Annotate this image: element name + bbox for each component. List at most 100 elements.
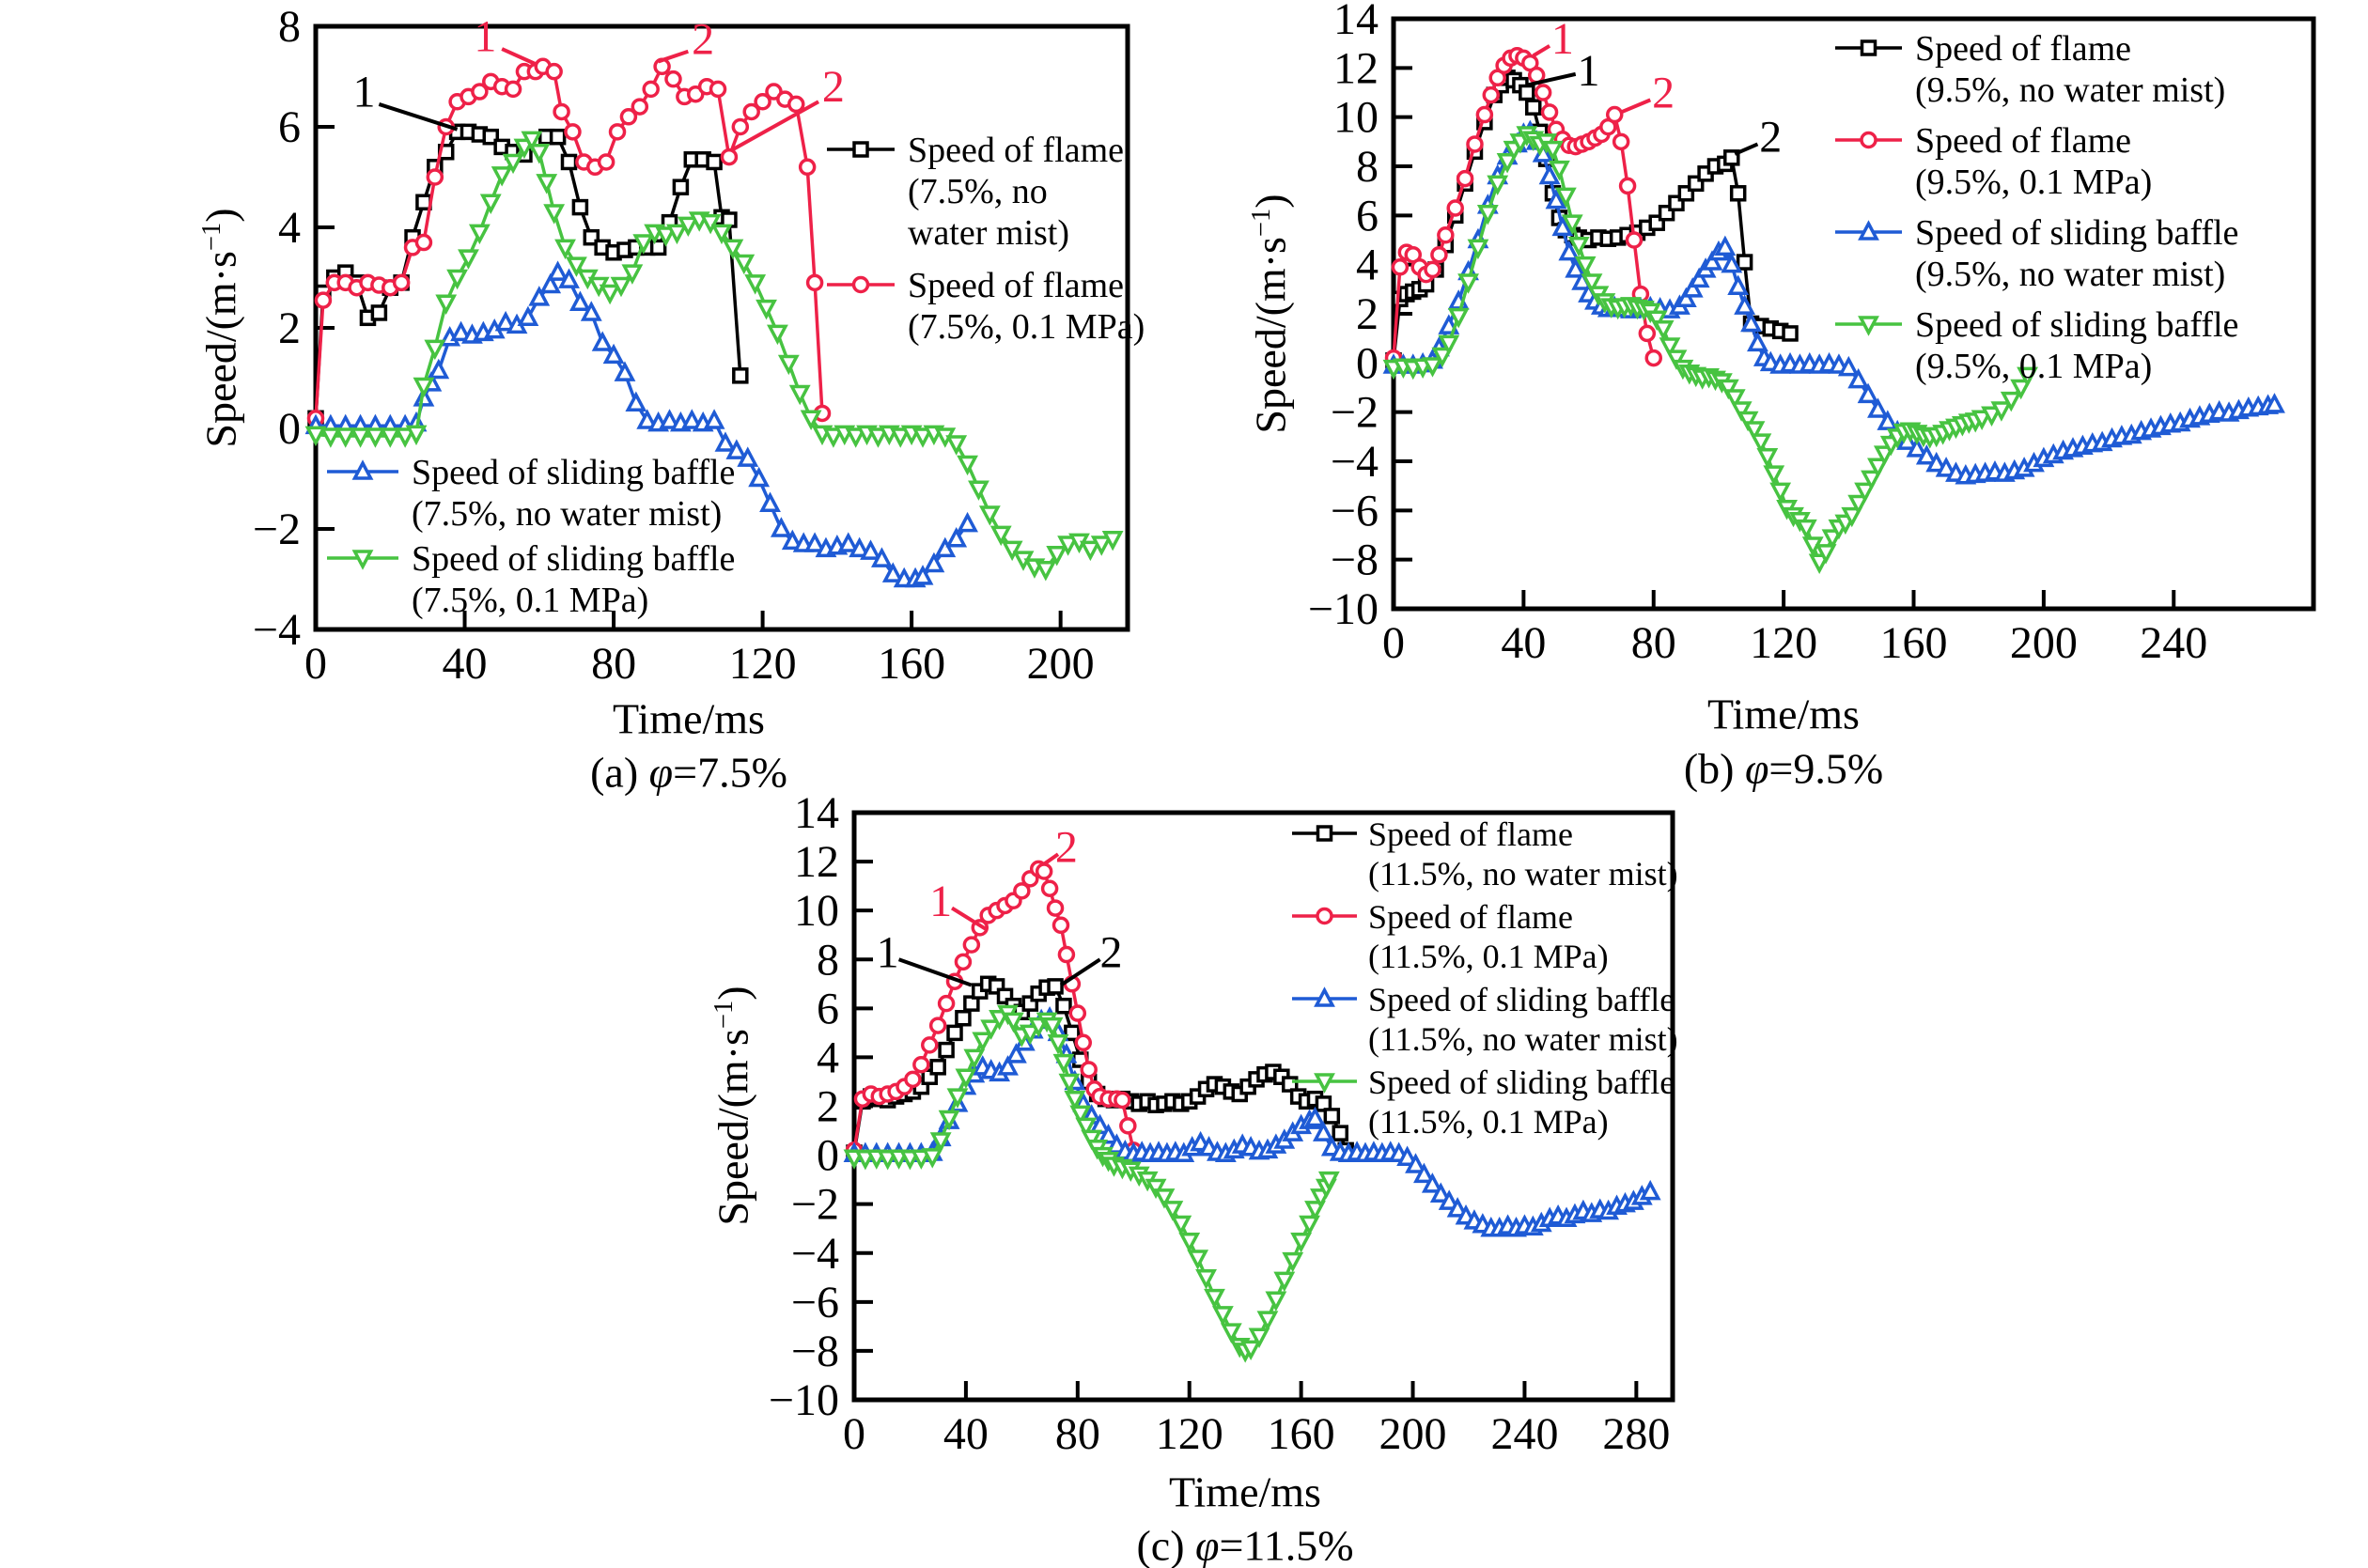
legend-label: Speed of flame [1368, 815, 1573, 853]
annotation-c-1-0: 1 [877, 927, 973, 987]
y-tick-label: 0 [817, 1131, 839, 1181]
annotation-pointer-line [1059, 957, 1101, 987]
legend-label: (7.5%, 0.1 MPa) [908, 307, 1145, 347]
caption-b-suffix: =9.5% [1768, 744, 1884, 793]
axis-ticks-a: 0 40 80 120 160 200 −4 −2 0 2 4 6 8 [253, 2, 1095, 689]
series-markers [307, 123, 749, 427]
legend-a-1: Speed of sliding baffle(7.5%, no water m… [327, 453, 735, 620]
y-tick-label: 8 [817, 935, 839, 985]
y-tick-label: 10 [794, 886, 839, 936]
x-tick-label: 120 [1750, 618, 1817, 668]
annotation-c-2-2: 2 [1042, 822, 1078, 872]
series-markers [306, 57, 832, 427]
y-tick-label: 4 [1356, 241, 1379, 290]
legend-label: Speed of flame [1368, 898, 1573, 936]
y-tick-label: 2 [1356, 289, 1379, 339]
x-tick-label: 200 [1027, 639, 1095, 689]
annotation-pointer-line [1042, 852, 1060, 866]
series-c-3 [843, 1004, 1340, 1363]
series-line [314, 130, 742, 419]
annotation-a-2-3: 2 [731, 62, 845, 151]
legend-label: Speed of sliding baffle [412, 539, 735, 579]
annotation-pointer-line [657, 49, 689, 64]
y-tick-label: 8 [1356, 142, 1379, 192]
y-tick-label: −8 [791, 1327, 839, 1376]
series-a-1 [306, 57, 832, 427]
y-axis-label-c-sup: −1 [709, 1000, 740, 1030]
annotation-pointer-line [378, 102, 459, 132]
annotation-label: 1 [929, 877, 952, 926]
annotation-label: 1 [877, 927, 899, 977]
y-tick-label: −6 [1331, 486, 1379, 536]
y-axis-label-a-main: Speed/(m·s [196, 251, 245, 448]
series-markers [304, 260, 978, 588]
caption-a-suffix: =7.5% [673, 748, 787, 797]
x-tick-label: 160 [1268, 1409, 1335, 1459]
chart-b-panel: 0 40 80 120 160 200 240−10−8−6−4−202468101214S… [1308, 0, 2316, 668]
y-tick-label: 0 [1356, 338, 1379, 388]
legend-b-0: Speed of flame(9.5%, no water mist)Speed… [1835, 29, 2238, 386]
annotation-b-1-1: 1 [1526, 46, 1600, 96]
annotation-label: 2 [1652, 69, 1675, 118]
legend-label: Speed of sliding baffle [1368, 981, 1675, 1018]
y-tick-label: 2 [817, 1082, 839, 1132]
y-tick-label: −2 [791, 1180, 839, 1230]
y-axis-label-b: Speed/(m·s−1) [1246, 194, 1296, 433]
y-tick-label: −8 [1331, 536, 1379, 585]
x-axis-label-c: Time/ms [1169, 1467, 1321, 1516]
x-tick-label: 40 [943, 1409, 989, 1459]
legend-c-0: Speed of flame(11.5%, no water mist)Spee… [1292, 815, 1678, 1141]
legend-label: Speed of sliding baffle [1915, 213, 2238, 253]
y-tick-label: 6 [1356, 191, 1379, 241]
y-tick-label: −10 [1308, 584, 1379, 634]
annotation-pointer-line [897, 957, 973, 987]
annotation-c-2-3: 2 [1059, 927, 1122, 987]
y-axis-label-a-close: ) [196, 208, 245, 223]
series-markers [845, 860, 1143, 1159]
legend-label: (9.5%, no water mist) [1915, 255, 2225, 294]
caption-b: (b) φ=9.5% [1684, 744, 1883, 794]
y-tick-label: −4 [791, 1229, 839, 1279]
legend-label: (7.5%, no [908, 172, 1048, 211]
annotation-b-2-2: 2 [1620, 69, 1675, 118]
y-tick-label: 12 [1333, 43, 1379, 93]
y-tick-label: 6 [817, 984, 839, 1033]
y-tick-label: 14 [794, 788, 839, 838]
y-axis-label-b-main: Speed/(m·s [1246, 237, 1295, 434]
annotation-c-1-1: 1 [929, 877, 987, 931]
y-tick-label: 4 [278, 203, 301, 253]
x-tick-label: 0 [1382, 618, 1405, 668]
series-markers [304, 131, 1124, 582]
y-tick-label: −10 [769, 1375, 839, 1425]
legend-label: (11.5%, 0.1 MPa) [1368, 938, 1609, 975]
y-tick-label: −6 [791, 1278, 839, 1327]
axis-ticks-c: 0 40 80 120 160 200 240 280−10−8−6−4−2024681012… [769, 788, 1670, 1459]
x-tick-label: 120 [1156, 1409, 1223, 1459]
series-b-1 [1384, 47, 1662, 367]
legend-label: (9.5%, no water mist) [1915, 70, 2225, 110]
annotation-pointer-line [950, 906, 987, 931]
annotation-pointer-line [1532, 44, 1551, 57]
x-tick-label: 120 [729, 639, 797, 689]
y-axis-label-c-main: Speed/(m·s [709, 1029, 757, 1226]
legend-label: (11.5%, no water mist) [1368, 855, 1678, 893]
x-axis-label-a: Time/ms [613, 694, 765, 743]
annotation-b-1-0: 1 [1532, 14, 1574, 64]
y-tick-label: −4 [253, 605, 301, 655]
annotation-label: 2 [1055, 822, 1078, 872]
annotation-a-1-0: 1 [353, 68, 459, 132]
caption-c-phi: φ [1195, 1521, 1220, 1568]
x-axis-label-b: Time/ms [1707, 690, 1860, 738]
legend-label: (9.5%, 0.1 MPa) [1915, 163, 2152, 202]
annotation-pointer-line [1526, 71, 1577, 87]
x-tick-label: 80 [1055, 1409, 1100, 1459]
legend-label: Speed of sliding baffle [412, 453, 735, 492]
y-axis-label-b-close: ) [1246, 194, 1295, 209]
y-axis-label-a-sup: −1 [197, 222, 227, 252]
x-tick-label: 40 [1501, 618, 1546, 668]
y-tick-label: −4 [1331, 437, 1379, 487]
x-tick-label: 160 [1879, 618, 1947, 668]
